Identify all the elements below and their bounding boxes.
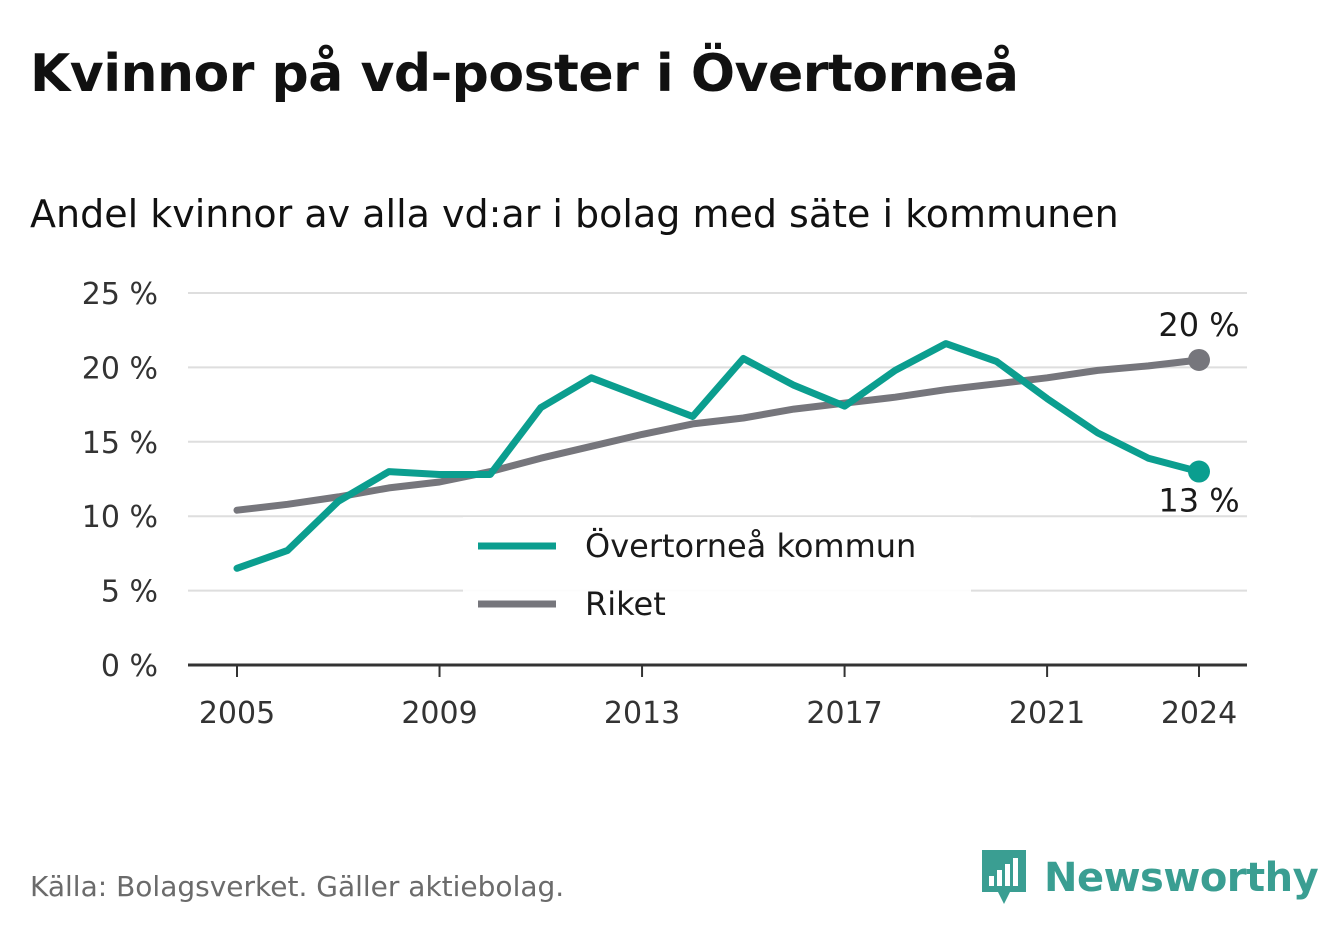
- series-end-point: [1188, 460, 1210, 483]
- y-tick-label: 5 %: [101, 575, 158, 610]
- x-tick-label: 2017: [806, 696, 882, 731]
- y-tick-label: 10 %: [82, 500, 158, 535]
- legend-label: Övertorneå kommun: [585, 527, 916, 565]
- series-line: [233, 340, 1203, 572]
- chart-title: Kvinnor på vd-poster i Övertorneå: [30, 44, 1019, 104]
- end-labels: 13 % 20 %: [1158, 306, 1239, 520]
- y-tick-label: 0 %: [101, 649, 158, 684]
- y-tick-label: 15 %: [82, 426, 158, 461]
- x-tick-label: 2021: [1009, 696, 1085, 731]
- series-line: [233, 356, 1203, 514]
- x-tick-label: 2005: [199, 696, 275, 731]
- x-tick-label: 2024: [1161, 696, 1237, 731]
- source-note: Källa: Bolagsverket. Gäller aktiebolag.: [30, 870, 565, 903]
- x-tick-label: 2013: [604, 696, 680, 731]
- x-axis: 2005 2009 2013 2017 2021 2024: [188, 663, 1247, 731]
- newsworthy-logo-icon: [982, 850, 1026, 904]
- y-axis-tick-labels: 0 % 5 % 10 % 15 % 20 % 25 %: [82, 277, 158, 684]
- series-lines: [233, 340, 1210, 572]
- series-end-label: 13 %: [1158, 482, 1239, 520]
- legend: Övertorneå kommun Riket: [463, 517, 971, 623]
- legend-label: Riket: [585, 585, 666, 623]
- y-tick-label: 25 %: [82, 277, 158, 312]
- series-end-label: 20 %: [1158, 306, 1239, 344]
- brand-logo: Newsworthy: [980, 848, 1319, 908]
- x-tick-label: 2009: [401, 696, 477, 731]
- chart-subtitle: Andel kvinnor av alla vd:ar i bolag med …: [30, 192, 1119, 236]
- series-end-point: [1188, 348, 1210, 371]
- y-tick-label: 20 %: [82, 351, 158, 386]
- brand-name: Newsworthy: [1044, 855, 1319, 901]
